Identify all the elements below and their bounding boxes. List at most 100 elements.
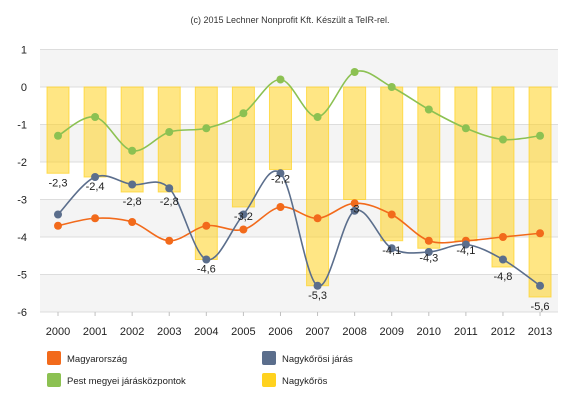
series-point <box>276 169 285 178</box>
legend-item-magyarorszag[interactable]: Magyarország <box>47 351 127 365</box>
series-point <box>54 221 62 230</box>
x-tick-label: 2010 <box>417 326 441 338</box>
series-line <box>57 170 541 287</box>
series-point <box>350 199 359 208</box>
data-label: -4,1 <box>456 245 475 257</box>
plot-band <box>40 274 558 312</box>
series-point <box>461 240 470 249</box>
series-point <box>498 255 507 264</box>
series-point <box>202 255 211 264</box>
bar <box>454 86 478 242</box>
bar <box>157 86 181 193</box>
x-tick-label: 2006 <box>268 326 292 338</box>
series-point <box>239 210 248 219</box>
data-label: -2,4 <box>86 181 105 193</box>
legend-label: Pest megyei járásközpontok <box>67 376 186 387</box>
legend-swatch <box>47 351 61 365</box>
data-label: -5,3 <box>308 290 327 302</box>
series-point <box>165 184 174 193</box>
bar <box>343 86 367 200</box>
data-label: -2,2 <box>271 174 290 186</box>
y-tick-label: -3 <box>17 195 27 207</box>
y-tick-label: -1 <box>17 120 27 132</box>
series-point <box>536 229 545 238</box>
y-tick-label: 1 <box>21 45 27 57</box>
x-tick-label: 2012 <box>491 326 515 338</box>
series-point <box>239 225 248 234</box>
legend-swatch <box>262 351 276 365</box>
y-tick-label: -4 <box>17 232 27 244</box>
legend-item-nagykoros[interactable]: Nagykőrös <box>262 373 328 387</box>
data-labels: -2,3 -2,4 -2,8 -2,8 -4,6 -3,2 -2,2 -5,3 -3 -4,1 -4… <box>49 174 550 314</box>
series-point <box>128 218 137 226</box>
series-point <box>165 128 174 136</box>
legend-item-nagykorosi-jaras[interactable]: Nagykőrösi járás <box>262 351 353 365</box>
x-tick-label: 2005 <box>231 326 255 338</box>
x-tick-label: 2003 <box>157 326 181 338</box>
series-point <box>498 233 507 241</box>
plot-band <box>40 124 558 162</box>
data-label: -3 <box>350 204 360 216</box>
series-point <box>202 221 211 230</box>
x-axis: 2000 2001 2002 2003 2004 2005 2006 2007 2008 2009… <box>46 312 552 338</box>
series-point <box>461 124 470 133</box>
series-point <box>54 210 62 219</box>
x-tick-label: 2001 <box>83 326 107 338</box>
x-tick-label: 2002 <box>120 326 144 338</box>
series-point <box>91 173 100 181</box>
x-tick-label: 2011 <box>454 326 478 338</box>
series-point <box>128 180 137 189</box>
data-label: -2,8 <box>160 196 179 208</box>
series-point <box>313 113 322 121</box>
series-point <box>313 214 322 223</box>
plot-band <box>40 49 558 87</box>
series-point <box>387 244 396 253</box>
bar <box>83 86 107 178</box>
bar-series <box>46 86 552 298</box>
data-label: -4,1 <box>382 245 401 257</box>
legend: Magyarország Nagykőrösi járás Pest megye… <box>47 351 353 387</box>
bar <box>120 86 144 193</box>
bar <box>528 86 552 298</box>
x-tick-label: 2013 <box>528 326 552 338</box>
legend-label: Nagykőrösi járás <box>282 354 353 365</box>
y-tick-label: -2 <box>17 157 27 169</box>
series-point <box>239 109 248 118</box>
x-tick-label: 2000 <box>46 326 70 338</box>
bar <box>194 86 218 260</box>
series-point <box>128 146 137 155</box>
marker-group <box>54 68 545 290</box>
x-tick-label: 2007 <box>305 326 329 338</box>
y-axis: 1 0 -1 -2 -3 -4 -5 -6 <box>17 45 27 320</box>
bar <box>491 86 515 268</box>
chart-credit: (c) 2015 Lechner Nonprofit Kft. Készült … <box>191 15 390 25</box>
series-point <box>350 68 359 76</box>
series-point <box>424 248 433 256</box>
data-label: -4,6 <box>197 264 216 276</box>
series-point <box>313 281 322 290</box>
legend-swatch <box>262 373 276 387</box>
series-point <box>165 236 174 245</box>
bar <box>46 86 70 174</box>
y-tick-label: 0 <box>21 82 27 94</box>
legend-label: Nagykőrös <box>282 376 328 387</box>
legend-label: Magyarország <box>67 354 127 365</box>
series-point <box>202 124 211 133</box>
y-tick-label: -5 <box>17 270 27 282</box>
series-point <box>350 206 359 215</box>
legend-swatch <box>47 373 61 387</box>
series-point <box>424 236 433 245</box>
series-point <box>387 83 396 91</box>
legend-item-pest-megyei-jaraskozpontok[interactable]: Pest megyei járásközpontok <box>47 373 186 387</box>
series-point <box>498 135 507 144</box>
data-label: -4,8 <box>493 271 512 283</box>
data-label: -5,6 <box>531 301 550 313</box>
series-point <box>276 203 285 211</box>
data-label: -2,3 <box>49 177 68 189</box>
x-tick-label: 2009 <box>379 326 403 338</box>
x-tick-label: 2004 <box>194 326 218 338</box>
plot-bands <box>40 49 558 312</box>
series-line <box>57 70 541 152</box>
series-point <box>276 75 285 84</box>
